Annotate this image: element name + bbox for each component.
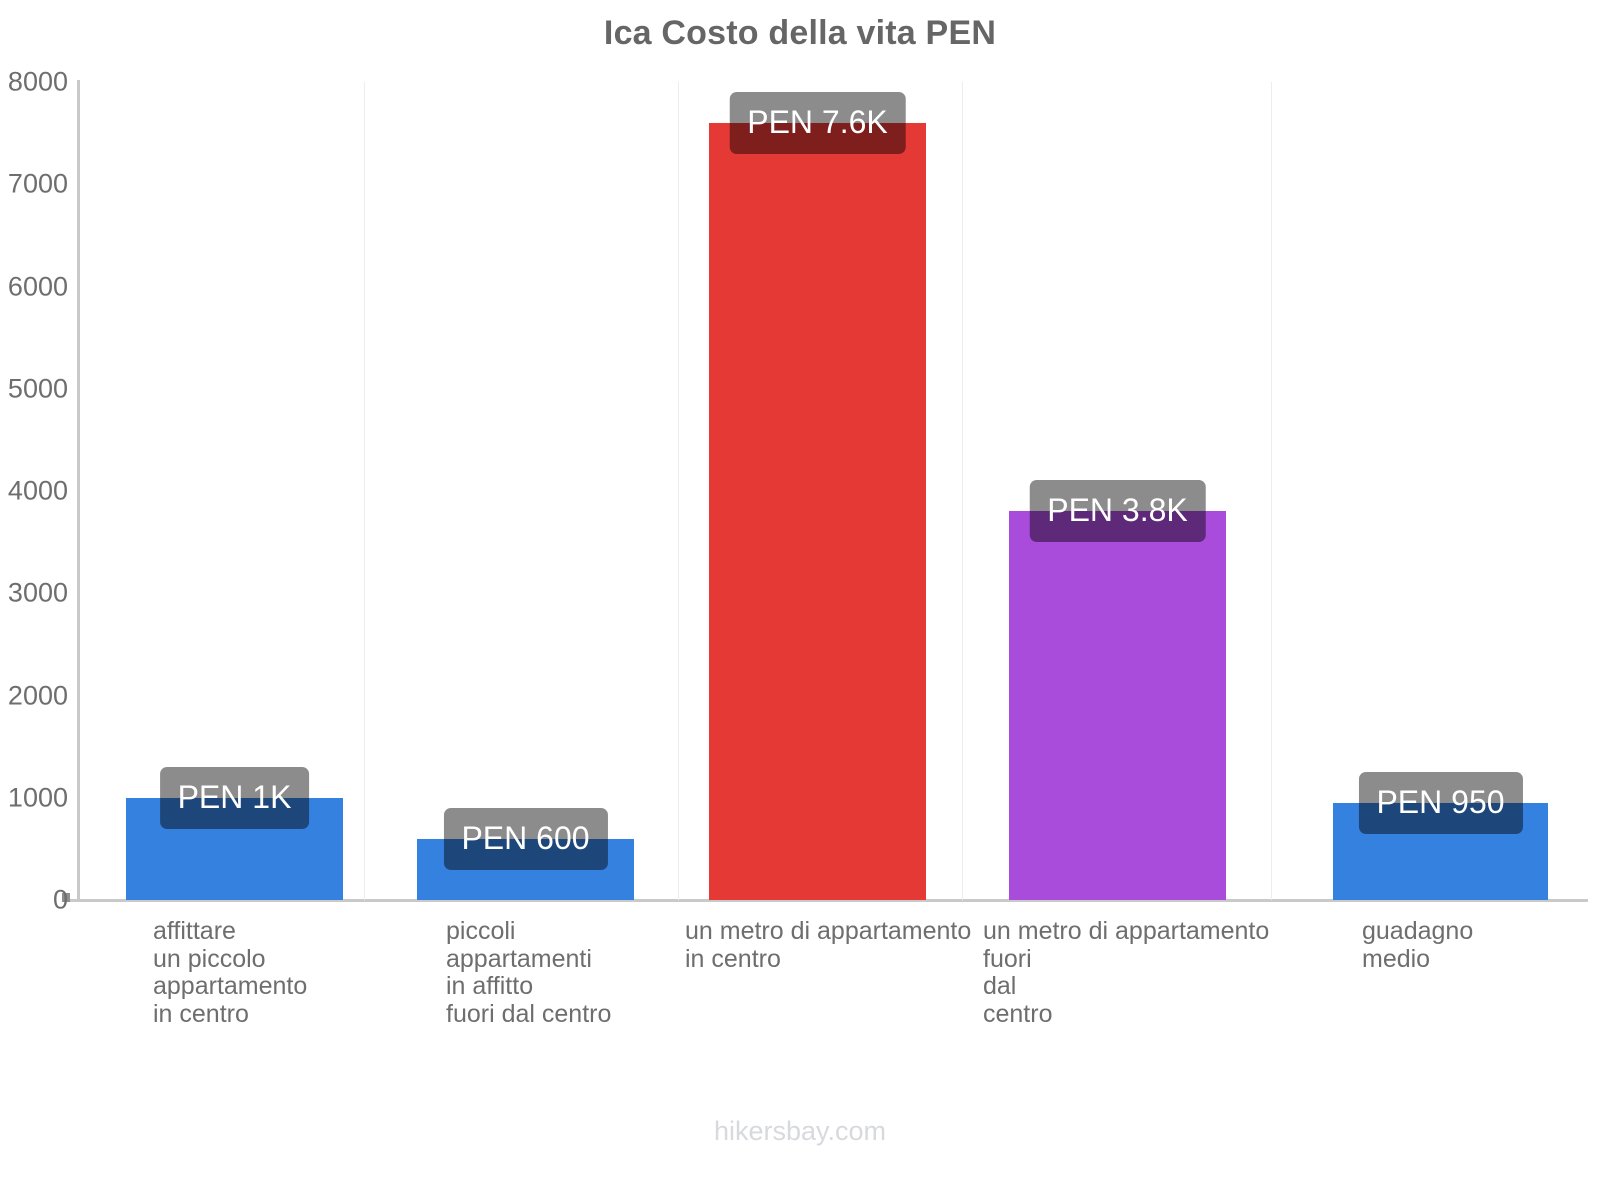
y-tick-label: 0 bbox=[52, 884, 68, 915]
category-separator bbox=[678, 82, 679, 900]
bar[interactable] bbox=[417, 838, 634, 900]
category-label: guadagno medio bbox=[1362, 917, 1474, 973]
y-axis-line bbox=[77, 80, 80, 902]
category-label: un metro di appartamento fuori dal centro bbox=[983, 917, 1270, 1028]
y-axis-zero-tick bbox=[62, 893, 70, 902]
y-tick-label: 2000 bbox=[7, 680, 68, 710]
category-label-line: medio bbox=[1362, 944, 1431, 973]
plot-area bbox=[78, 82, 1588, 900]
bar-value-label: PEN 950 bbox=[1358, 771, 1523, 834]
watermark: hikersbay.com bbox=[713, 1116, 887, 1146]
y-tick-label: 7000 bbox=[7, 168, 68, 199]
y-tick-label: 8000 bbox=[7, 66, 68, 97]
category-label: affittare un piccolo appartamento in centro bbox=[153, 917, 308, 1028]
category-label-line: piccoli bbox=[446, 917, 516, 945]
category-separator bbox=[1271, 82, 1272, 900]
bar[interactable] bbox=[709, 122, 926, 900]
bar-value-label: PEN 1K bbox=[159, 766, 310, 829]
category-label-line: in centro bbox=[153, 999, 249, 1028]
category-label-line: in centro bbox=[685, 944, 781, 973]
category-label-line: appartamenti bbox=[446, 944, 592, 973]
chart-title: Ica Costo della vita PEN bbox=[603, 14, 997, 52]
category-label-line: fuori dal centro bbox=[446, 999, 612, 1028]
category-label-line: un metro di appartamento bbox=[983, 917, 1270, 945]
category-label-line: in affitto bbox=[446, 972, 534, 1000]
category-label-line: affittare bbox=[153, 917, 236, 945]
category-label-line: un metro di appartamento bbox=[685, 917, 972, 945]
category-separator bbox=[962, 82, 963, 900]
category-label-line: guadagno bbox=[1362, 917, 1474, 945]
category-label-line: dal bbox=[983, 972, 1017, 1000]
bar[interactable] bbox=[1333, 802, 1548, 900]
bar-value-label: PEN 3.8K bbox=[1029, 480, 1206, 543]
y-tick-label: 3000 bbox=[7, 577, 68, 608]
y-tick-label: 6000 bbox=[7, 271, 68, 301]
bar-value-label: PEN 600 bbox=[443, 807, 608, 870]
bar-value-label: PEN 7.6K bbox=[729, 91, 906, 154]
category-label-line: fuori bbox=[983, 944, 1032, 973]
category-label-line: appartamento bbox=[153, 972, 308, 1000]
x-axis-line bbox=[68, 899, 1588, 902]
bar[interactable] bbox=[126, 797, 343, 900]
category-label: piccoli appartamenti in affitto fuori dal c… bbox=[446, 917, 612, 1028]
category-separator bbox=[364, 82, 365, 900]
category-label-line: centro bbox=[983, 999, 1053, 1028]
y-tick-label: 4000 bbox=[7, 475, 68, 506]
category-label: un metro di appartamento in centro bbox=[685, 917, 972, 973]
y-tick-label: 5000 bbox=[7, 373, 68, 404]
category-label-line: un piccolo bbox=[153, 944, 266, 973]
bar[interactable] bbox=[1009, 511, 1226, 900]
y-tick-label: 1000 bbox=[7, 782, 68, 813]
